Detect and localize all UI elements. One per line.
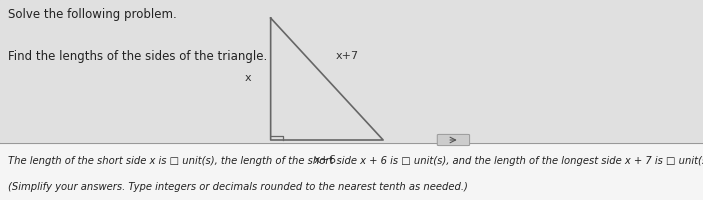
Bar (0, 143, 703, 200)
Text: x+7: x+7 (336, 51, 359, 61)
Text: x: x (245, 73, 252, 83)
Text: Find the lengths of the sides of the triangle.: Find the lengths of the sides of the tri… (8, 50, 268, 63)
FancyBboxPatch shape (437, 134, 470, 146)
Text: The length of the short side x is □ unit(s), the length of the short side x + 6 : The length of the short side x is □ unit… (8, 156, 703, 166)
Text: Solve the following problem.: Solve the following problem. (8, 8, 177, 21)
Bar (0, 0, 703, 143)
Text: x+6: x+6 (314, 155, 336, 165)
Text: (Simplify your answers. Type integers or decimals rounded to the nearest tenth a: (Simplify your answers. Type integers or… (8, 182, 468, 192)
